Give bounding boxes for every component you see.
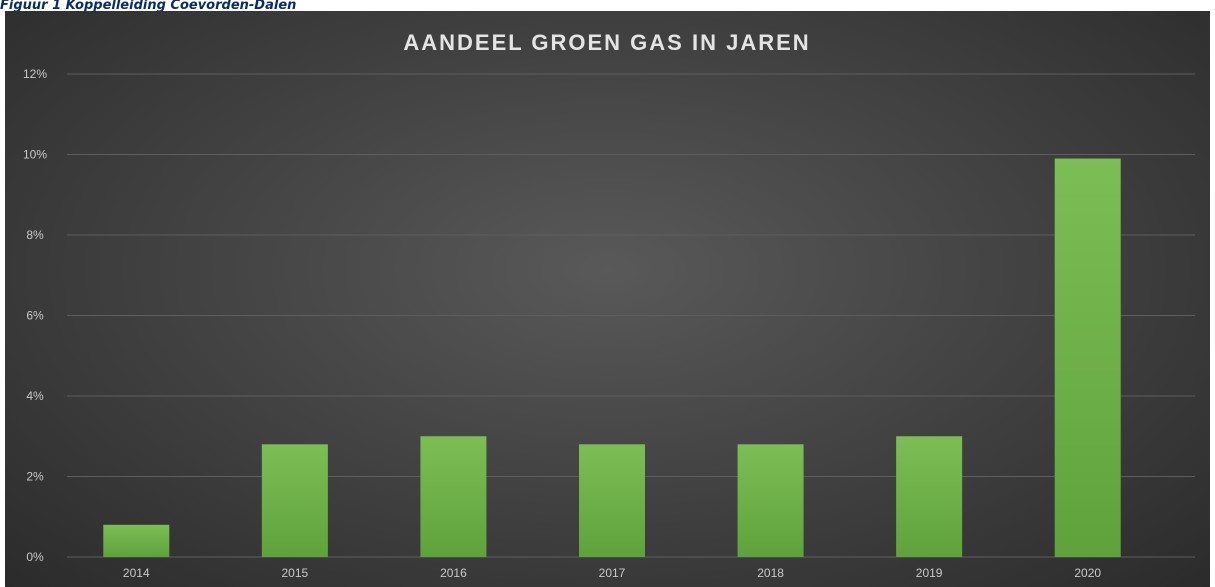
x-axis-ticks: 2014 2015 2016 2017 2018 2019 2020: [123, 566, 1101, 580]
chart-panel: AANDEEL GROEN GAS IN JAREN 0% 2% 4% 6% 8% 10%…: [5, 11, 1210, 587]
y-tick-label: 10%: [23, 148, 47, 162]
x-tick-label: 2017: [599, 566, 626, 580]
x-tick-label: 2018: [757, 566, 784, 580]
y-tick-label: 6%: [26, 309, 44, 323]
chart-title: AANDEEL GROEN GAS IN JAREN: [403, 30, 810, 55]
y-tick-label: 2%: [26, 470, 44, 484]
x-tick-label: 2016: [440, 566, 467, 580]
bar-2016: [420, 436, 487, 557]
x-tick-label: 2019: [916, 566, 943, 580]
y-tick-label: 0%: [26, 550, 44, 564]
bar-2015: [261, 444, 328, 557]
bar-2018: [737, 444, 804, 557]
y-tick-label: 8%: [26, 228, 44, 242]
gridlines: [67, 73, 1195, 558]
bar-2017: [579, 444, 645, 557]
y-tick-label: 4%: [26, 389, 44, 403]
x-tick-label: 2015: [282, 566, 309, 580]
figure-caption: Figuur 1 Koppelleiding Coevorden-Dalen: [0, 0, 297, 11]
x-tick-label: 2020: [1074, 566, 1101, 580]
y-tick-label: 12%: [23, 67, 47, 81]
y-axis-ticks: 0% 2% 4% 6% 8% 10% 12%: [23, 67, 47, 564]
bar-2020: [1054, 158, 1121, 557]
x-tick-label: 2014: [123, 566, 150, 580]
bar-chart: AANDEEL GROEN GAS IN JAREN 0% 2% 4% 6% 8% 10%…: [23, 30, 1195, 580]
bar-2014: [103, 524, 170, 557]
bars: [103, 158, 1121, 557]
bar-2019: [896, 436, 963, 557]
